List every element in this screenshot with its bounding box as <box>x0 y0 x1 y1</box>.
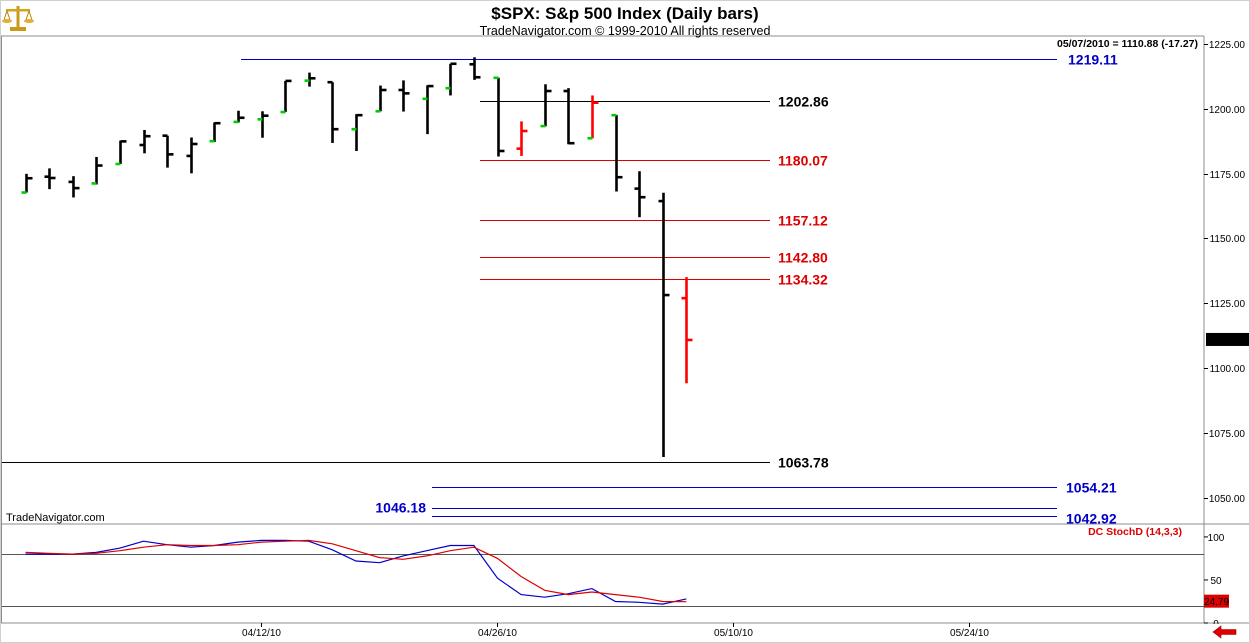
date-tick-label: 04/26/10 <box>478 628 517 639</box>
ohlc-bar <box>587 95 599 140</box>
support-resistance-levels: 1219.11 1202.86 1180.07 1157.12 1142.80 1134.… <box>2 52 1118 527</box>
ohlc-bar <box>375 85 387 113</box>
ohlc-bar <box>304 72 316 87</box>
level-label-3: 1157.12 <box>778 213 828 229</box>
level-label-2: 1180.07 <box>778 153 828 169</box>
ohlc-bar <box>162 134 174 168</box>
stoch-last-label: 24.79 <box>1204 597 1229 608</box>
ohlc-bar <box>21 173 33 194</box>
ohlc-bar <box>611 113 623 192</box>
price-axis: 1050.00 1075.00 1100.00 1125.00 1150.00 1175.… <box>1204 40 1249 505</box>
level-label-5: 1134.32 <box>778 272 828 288</box>
golden-scale-icon <box>2 6 34 31</box>
last-price-label: 1110.88 <box>1210 335 1245 346</box>
ohlc-bar <box>516 121 528 156</box>
level-label-6: 1063.78 <box>778 455 829 471</box>
ohlc-bar <box>469 57 481 80</box>
ohlc-bar <box>493 76 505 157</box>
copyright-subtitle: TradeNavigator.com © 1999-2010 All right… <box>480 24 771 38</box>
stoch-last-badge <box>1204 594 1229 608</box>
date-tick-label: 05/24/10 <box>950 628 989 639</box>
ohlc-bar <box>139 129 151 154</box>
ohlc-bar <box>540 84 552 128</box>
ohlc-bar <box>233 110 245 124</box>
ohlc-bar <box>658 192 670 458</box>
ohlc-bar <box>563 88 575 145</box>
price-tick-label: 1175.00 <box>1210 170 1246 181</box>
price-tick-label: 1125.00 <box>1210 299 1246 310</box>
date-axis: 04/12/10 04/26/10 05/10/10 05/24/10 <box>242 623 989 639</box>
ohlc-bar <box>681 277 693 384</box>
ohlc-bar <box>186 137 198 174</box>
ohlc-bar <box>115 140 127 166</box>
red-left-arrow-icon[interactable] <box>1212 624 1238 639</box>
ohlc-bar <box>445 62 457 96</box>
ohlc-bar <box>91 156 103 185</box>
price-tick-label: 1200.00 <box>1209 105 1246 116</box>
ohlc-bar <box>351 113 363 151</box>
ohlc-bar <box>68 176 80 198</box>
level-label-8: 1046.18 <box>375 500 426 516</box>
level-label-7: 1054.21 <box>1066 480 1117 496</box>
ohlc-bar <box>257 111 269 138</box>
date-tick-label: 04/12/10 <box>242 628 281 639</box>
stoch-tick-label: 100 <box>1208 533 1225 544</box>
ohlc-bar <box>209 121 221 143</box>
level-label-9: 1042.92 <box>1066 511 1117 527</box>
stoch-title: DC StochD (14,3,3) <box>1088 526 1182 538</box>
ohlc-bar <box>398 80 410 112</box>
ohlc-bar <box>44 168 56 190</box>
stoch-tick-label: 50 <box>1210 576 1222 587</box>
ohlc-bar <box>327 80 339 143</box>
level-label-4: 1142.80 <box>778 250 828 266</box>
quote-readout: 05/07/2010 = 1110.88 (-17.27) <box>1057 38 1198 50</box>
price-tick-label: 1050.00 <box>1209 494 1246 505</box>
ohlc-bar <box>634 171 646 218</box>
level-label-0: 1219.11 <box>1068 52 1118 68</box>
price-tick-label: 1225.00 <box>1209 40 1246 51</box>
level-label-1: 1202.86 <box>778 94 829 110</box>
ohlc-bar <box>422 84 434 135</box>
ohlc-bar <box>280 79 292 114</box>
price-tick-label: 1100.00 <box>1210 364 1246 375</box>
price-tick-label: 1150.00 <box>1210 234 1246 245</box>
date-tick-label: 05/10/10 <box>714 628 753 639</box>
price-tick-label: 1075.00 <box>1209 429 1246 440</box>
chart-title: $SPX: S&p 500 Index (Daily bars) <box>491 4 758 23</box>
stoch-series-d <box>25 539 687 603</box>
watermark-label: TradeNavigator.com <box>6 512 105 524</box>
last-price-badge <box>1206 332 1249 346</box>
stoch-series-k <box>25 539 687 605</box>
price-bars <box>21 57 693 458</box>
